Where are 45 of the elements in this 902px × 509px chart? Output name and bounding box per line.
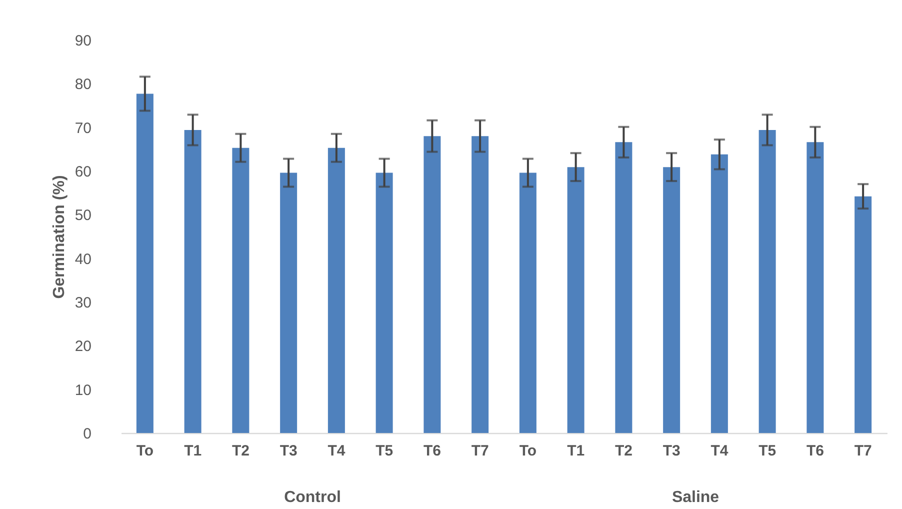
bar [136,94,154,433]
bar [519,172,536,433]
y-tick-label: 50 [74,207,92,224]
bar [710,154,728,433]
y-tick-label: 30 [74,294,92,312]
x-tick-label: T7 [854,442,872,460]
x-tick-label: T2 [232,442,250,460]
y-axis-title: Germination (%) [50,175,68,299]
text: Saline [672,489,720,506]
bar [663,167,680,433]
x-tick-label: T1 [184,442,202,460]
text: Control [284,489,341,506]
y-tick-label: 20 [74,338,92,356]
y-tick-label: 70 [74,120,92,137]
bar [328,148,345,433]
x-tick-label: To [136,442,154,460]
x-tick-label: T5 [376,442,394,460]
bar [567,167,584,433]
x-tick-label: T6 [423,442,441,460]
y-tick-label: 0 [83,426,92,442]
x-tick-label: T4 [710,442,729,460]
y-tick-label: 40 [74,250,92,268]
x-tick-label: T3 [280,442,298,460]
y-tick-label: 80 [74,76,92,94]
y-tick-label: 60 [74,164,92,180]
bar [232,148,250,433]
x-tick-label: T6 [806,442,824,460]
y-tick-label: 90 [74,32,92,50]
x-tick-label: T1 [567,442,585,460]
bar [806,142,824,433]
x-tick-label: T4 [328,442,346,460]
x-tick-label: To [519,442,537,460]
bar [758,130,776,433]
bar [615,142,632,433]
bar [424,136,441,433]
bar [280,172,298,433]
x-tick-label: T7 [471,442,489,460]
x-tick-label: T2 [614,442,632,460]
x-tick-label: T5 [758,442,776,460]
bar [472,136,489,433]
y-tick-label: 10 [74,382,92,399]
bar [376,172,393,433]
bar [854,196,872,433]
x-tick-label: T3 [662,442,680,460]
bar [184,130,202,433]
